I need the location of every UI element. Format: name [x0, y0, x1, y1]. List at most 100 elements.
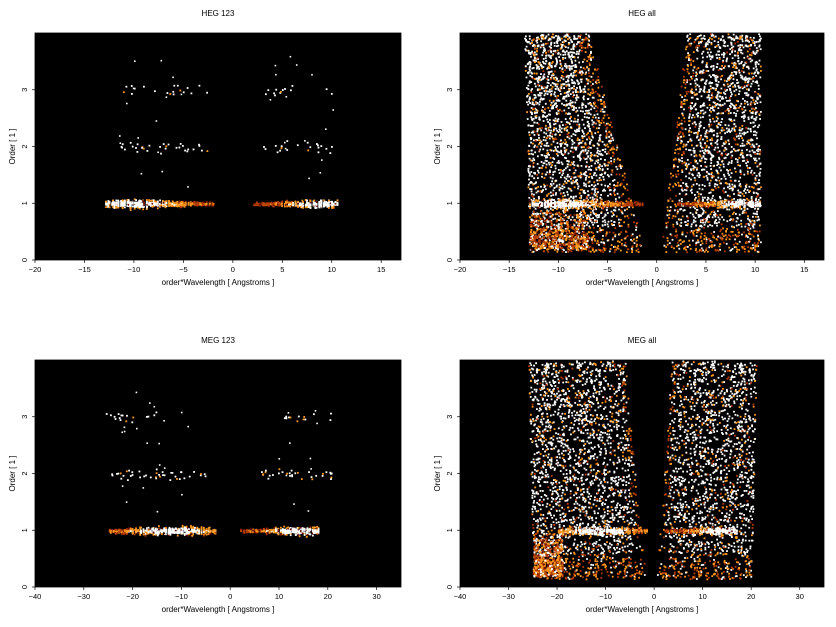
- count-point: [665, 246, 667, 248]
- count-point: [534, 139, 537, 142]
- count-point: [741, 145, 744, 147]
- count-point: [533, 78, 536, 80]
- count-point: [566, 208, 569, 211]
- count-point: [190, 201, 192, 204]
- count-point: [570, 58, 573, 61]
- count-point: [537, 205, 540, 208]
- count-point: [580, 237, 583, 240]
- count-point: [586, 152, 589, 154]
- count-point: [208, 201, 211, 204]
- count-point: [563, 153, 566, 156]
- count-point: [711, 200, 713, 203]
- count-point: [266, 203, 269, 206]
- count-point: [709, 81, 712, 84]
- x-axis-label: order*Wavelength [ Angstroms ]: [162, 278, 275, 287]
- count-point: [535, 60, 537, 62]
- count-point: [542, 246, 545, 249]
- count-point: [533, 238, 536, 241]
- count-point: [555, 127, 557, 130]
- count-point: [544, 185, 546, 187]
- count-point: [739, 194, 742, 197]
- count-point: [544, 243, 547, 246]
- count-point: [692, 233, 695, 235]
- count-point: [756, 96, 759, 99]
- count-point: [587, 42, 590, 45]
- count-point: [590, 192, 593, 195]
- count-point: [698, 174, 701, 176]
- count-point: [573, 245, 576, 247]
- count-point: [581, 245, 584, 247]
- count-point: [596, 179, 599, 182]
- count-point: [528, 205, 530, 208]
- count-point: [531, 125, 533, 127]
- count-point: [535, 214, 538, 217]
- count-point: [579, 159, 582, 162]
- count-point: [542, 139, 545, 141]
- count-point: [131, 202, 134, 205]
- count-point: [568, 235, 571, 238]
- count-point: [591, 240, 594, 243]
- count-point: [544, 49, 546, 52]
- count-point: [570, 72, 573, 75]
- count-point: [589, 45, 592, 48]
- count-point: [187, 186, 189, 188]
- count-point: [606, 143, 609, 146]
- count-point: [569, 214, 572, 217]
- count-point: [263, 146, 265, 148]
- count-point: [537, 123, 540, 126]
- count-point: [544, 139, 547, 142]
- count-point: [562, 57, 564, 59]
- count-point: [285, 202, 287, 205]
- count-point: [129, 202, 132, 205]
- count-point: [181, 202, 184, 205]
- count-point: [588, 39, 590, 42]
- count-point: [533, 38, 536, 40]
- count-point: [531, 118, 533, 120]
- count-point: [587, 34, 590, 37]
- count-point: [760, 186, 762, 189]
- count-point: [571, 54, 573, 56]
- count-point: [732, 66, 734, 69]
- count-point: [694, 102, 697, 105]
- count-point: [580, 66, 582, 69]
- count-point: [314, 203, 317, 205]
- count-point: [309, 202, 312, 204]
- count-point: [558, 36, 561, 39]
- count-point: [567, 135, 570, 138]
- count-point: [579, 171, 582, 174]
- count-point: [636, 236, 638, 238]
- count-point: [588, 216, 591, 219]
- count-point: [735, 88, 738, 91]
- count-point: [172, 90, 175, 93]
- count-point: [543, 162, 546, 165]
- count-point: [738, 240, 741, 243]
- count-point: [317, 144, 319, 147]
- count-point: [550, 78, 552, 81]
- count-point: [575, 43, 578, 46]
- count-point: [681, 106, 683, 108]
- count-point: [567, 46, 570, 49]
- count-point: [527, 150, 530, 153]
- count-point: [148, 199, 151, 202]
- count-point: [544, 36, 547, 39]
- count-point: [565, 94, 568, 97]
- count-point: [618, 218, 620, 221]
- count-point: [277, 203, 279, 206]
- count-point: [700, 157, 703, 160]
- count-point: [699, 116, 702, 119]
- count-point: [759, 39, 761, 42]
- count-point: [575, 89, 577, 91]
- count-point: [549, 71, 552, 73]
- count-point: [553, 123, 555, 126]
- count-point: [604, 164, 607, 167]
- count-point: [582, 242, 585, 245]
- count-point: [546, 211, 549, 214]
- count-point: [610, 210, 613, 213]
- count-point: [555, 149, 558, 152]
- count-point: [165, 204, 168, 206]
- count-point: [720, 138, 722, 140]
- count-point: [701, 61, 704, 64]
- count-point: [743, 131, 746, 134]
- count-point: [123, 206, 126, 209]
- count-point: [690, 58, 693, 61]
